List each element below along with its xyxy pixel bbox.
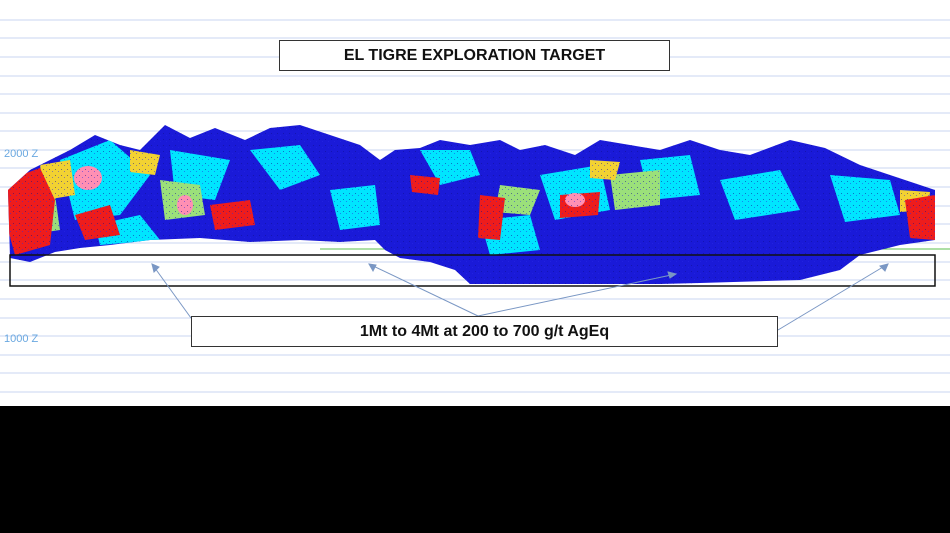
elevation-label-1000: 1000 Z	[4, 333, 39, 345]
caption-box: 1Mt to 4Mt at 200 to 700 g/t AgEq	[191, 316, 778, 347]
arrow-2	[368, 263, 479, 317]
arrow-1	[151, 263, 192, 319]
pointer-arrows	[151, 263, 889, 331]
elevation-label-2000: 2000 Z	[4, 148, 39, 160]
block-model	[8, 125, 935, 284]
diagram-title: EL TIGRE EXPLORATION TARGET	[343, 46, 606, 64]
arrowhead-3	[667, 271, 678, 279]
arrowhead-1	[151, 263, 160, 273]
arrow-3	[477, 273, 677, 317]
long-section-svg	[0, 19, 950, 393]
arrow-4	[777, 263, 889, 331]
target-caption: 1Mt to 4Mt at 200 to 700 g/t AgEq	[359, 322, 610, 340]
texture-overlay	[8, 125, 935, 284]
section-view: 2000 Z 1000 Z EL TIGRE EXPLORATION TARGE…	[0, 0, 950, 406]
title-box: EL TIGRE EXPLORATION TARGET	[279, 40, 670, 71]
arrowhead-2	[368, 263, 377, 273]
target-outline	[9, 254, 936, 287]
lower-black-band	[0, 406, 950, 533]
arrowhead-4	[879, 263, 889, 272]
